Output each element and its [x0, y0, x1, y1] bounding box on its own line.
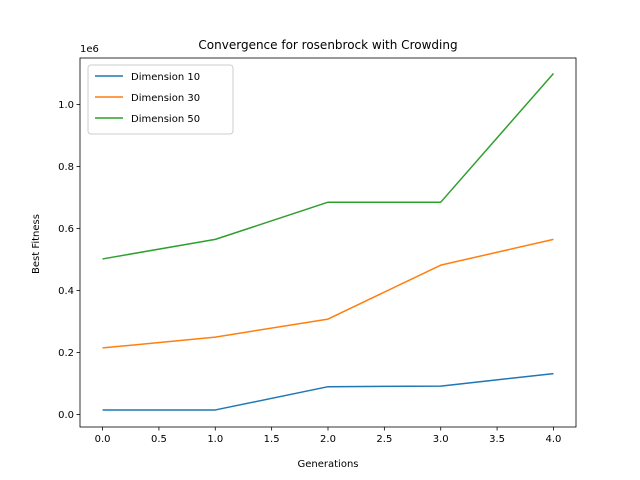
x-tick-label: 0.5 — [151, 434, 167, 445]
y-tick-label: 1.0 — [58, 100, 74, 111]
x-tick-label: 1.0 — [207, 434, 223, 445]
y-tick-label: 0.0 — [58, 410, 74, 421]
x-tick-label: 4.0 — [546, 434, 562, 445]
series-line-dimension-50 — [102, 73, 555, 260]
x-tick-label: 0.0 — [95, 434, 111, 445]
legend-box — [87, 64, 234, 135]
x-tick-label: 3.5 — [489, 434, 505, 445]
plot-area: 0.0 0.5 1.0 1.5 2.0 2.5 3.0 3.5 4.0 0.0 0.2 0.4 0.6 0… — [58, 57, 577, 445]
x-tick-label: 2.0 — [320, 434, 336, 445]
series-line-dimension-10 — [102, 372, 554, 411]
y-tick-label: 0.2 — [58, 348, 74, 359]
x-axis-label: Generations — [298, 459, 359, 470]
x-tick-label: 1.5 — [264, 434, 280, 445]
y-offset-label: 1e6 — [80, 44, 99, 55]
legend-label-dimension-30: Dimension 30 — [131, 93, 200, 104]
legend: Dimension 10 Dimension 30 Dimension 50 — [87, 64, 234, 135]
x-tick-label: 2.5 — [376, 434, 392, 445]
y-tick-label: 0.4 — [58, 286, 74, 297]
x-tick-label: 3.0 — [433, 434, 449, 445]
chart-title: Convergence for rosenbrock with Crowding — [198, 38, 457, 52]
y-tick-label: 0.8 — [58, 162, 74, 173]
series-line-dimension-30 — [102, 238, 554, 349]
y-tick-label: 0.6 — [58, 224, 74, 235]
legend-label-dimension-10: Dimension 10 — [131, 72, 200, 83]
plot-frame — [79, 57, 577, 428]
legend-label-dimension-50: Dimension 50 — [131, 114, 200, 125]
y-axis-label: Best Fitness — [31, 214, 42, 274]
